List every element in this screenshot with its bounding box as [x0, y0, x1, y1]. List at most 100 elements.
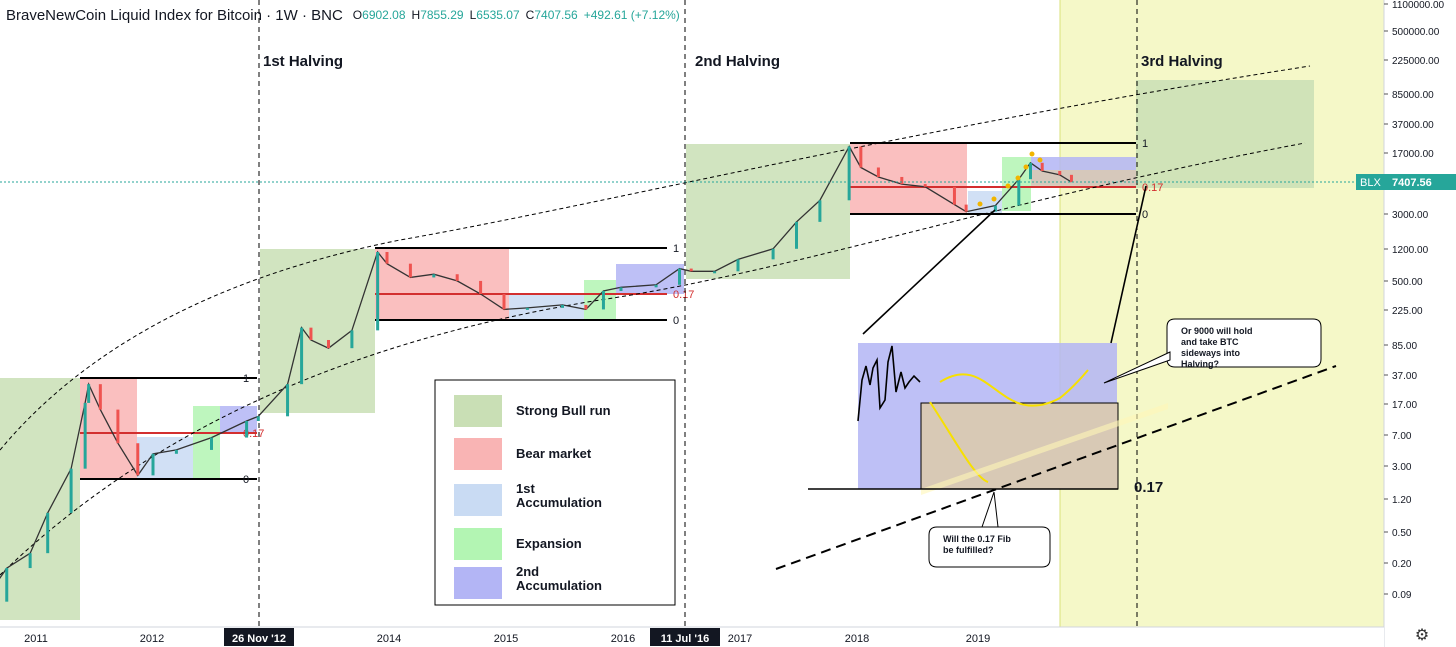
price-candle	[1040, 162, 1044, 171]
price-candle	[376, 251, 380, 331]
inset-sketch-line	[857, 345, 921, 422]
fib-017-label: 0.17	[673, 289, 694, 301]
fib-0-label: 0	[673, 315, 679, 327]
legend-label: Accumulation	[516, 495, 602, 510]
price-candle	[1017, 179, 1021, 206]
y-tick-label: 0.20	[1392, 559, 1412, 570]
y-tick-label: 3.00	[1392, 462, 1412, 473]
x-tick-highlight	[224, 628, 294, 646]
y-tick-label: 7.00	[1392, 431, 1412, 442]
x-tick-label: 2019	[966, 633, 990, 645]
marker-dot	[1023, 164, 1029, 170]
y-tick-label: 0.09	[1392, 590, 1412, 601]
x-tick-label: 2017	[728, 633, 752, 645]
price-candle	[964, 204, 968, 212]
callout-bottom-text: Will the 0.17 Fib	[943, 534, 1011, 544]
price-candle	[900, 176, 904, 185]
price-candle	[525, 307, 529, 310]
fib-1-label: 1	[1142, 138, 1148, 150]
zoom-connector-right	[1110, 185, 1147, 344]
legend-label: Expansion	[516, 536, 582, 551]
fib-017-label: 0.17	[1142, 182, 1163, 194]
y-tick-label: 85.00	[1392, 341, 1417, 352]
callout-top-text: Or 9000 will hold	[1181, 326, 1253, 336]
marker-dot	[977, 201, 983, 207]
legend-label: 2nd	[516, 564, 539, 579]
x-tick-label: 11 Jul '16	[661, 633, 710, 645]
y-tick-label: 37.00	[1392, 371, 1417, 382]
price-candle	[327, 339, 330, 349]
callout-bottom-pointer	[981, 491, 999, 528]
y-tick-label: 37000.00	[1392, 120, 1434, 131]
price-candle	[923, 184, 927, 187]
callout-top-box	[1166, 318, 1322, 368]
marker-dot	[1015, 175, 1021, 181]
price-badge-symbol: BLX	[1360, 177, 1381, 189]
price-candle	[736, 259, 740, 272]
callout-top-text: Halving?	[1181, 359, 1219, 369]
halving-2-label: 2nd Halving	[695, 53, 780, 70]
projection-arrow-up	[939, 369, 1089, 407]
x-tick-label: 2016	[611, 633, 635, 645]
price-candle	[689, 268, 693, 272]
projection-arrow-down	[929, 401, 989, 483]
inset-range-box	[920, 402, 1119, 490]
y-tick-label: 500.00	[1392, 277, 1423, 288]
legend-label: 1st	[516, 481, 535, 496]
inset-trend-line	[775, 365, 1337, 570]
price-candle	[385, 251, 389, 264]
legend-swatch	[454, 528, 502, 560]
price-candle	[1029, 162, 1032, 180]
y-tick-label: 500000.00	[1392, 27, 1440, 38]
price-candle	[286, 384, 290, 417]
ohlc-change: +492.61 (+7.12%)	[583, 8, 680, 22]
price-candle	[87, 384, 91, 403]
y-tick-label: 1.20	[1392, 495, 1412, 506]
price-candle	[5, 568, 9, 602]
marker-dot	[1005, 183, 1011, 189]
price-candle	[771, 248, 775, 260]
price-candle	[408, 263, 412, 278]
y-tick-label: 3000.00	[1392, 210, 1429, 221]
price-candle	[479, 280, 483, 295]
price-candle	[952, 186, 956, 205]
price-candle	[300, 327, 304, 385]
lower-log-curve	[0, 142, 1306, 576]
acc1-zone-2012	[137, 437, 193, 479]
y-tick-label: 0.50	[1392, 528, 1412, 539]
marker-dot	[1029, 151, 1035, 157]
inset-triangle	[921, 403, 1168, 495]
price-candle	[818, 200, 822, 222]
fib-1-label: 1	[673, 243, 679, 255]
price-candle	[654, 284, 658, 288]
x-tick-label: 2018	[845, 633, 869, 645]
fib-1-label: 1	[243, 373, 249, 385]
price-badge	[1356, 174, 1456, 190]
upper-log-curve	[0, 65, 1311, 451]
bear-zone-2018	[850, 143, 967, 214]
price-candle	[136, 443, 140, 476]
legend-label: Strong Bull run	[516, 403, 611, 418]
bear-zone-2014	[375, 248, 509, 320]
callout-top-text: and take BTC	[1181, 337, 1239, 347]
bull-run-projection-zone	[1136, 80, 1314, 188]
price-candle	[1069, 174, 1073, 183]
marker-dot	[991, 196, 997, 202]
price-badge-value: 7407.56	[1392, 177, 1432, 189]
callout-bottom-text: be fulfilled?	[943, 545, 994, 555]
price-candle	[28, 553, 32, 569]
ohlc-close: C7407.56	[525, 8, 578, 22]
gear-icon[interactable]: ⚙	[1414, 627, 1430, 644]
callout-top-pointer	[1103, 351, 1171, 384]
fib-0-label: 0	[1142, 209, 1148, 221]
price-candle	[245, 420, 249, 438]
price-candle	[116, 409, 120, 444]
legend-swatch	[454, 395, 502, 427]
bull-run-zone-2013	[260, 249, 375, 413]
price-candle	[174, 449, 178, 454]
price-candle	[350, 330, 354, 349]
price-candle	[561, 304, 564, 308]
acc2-zone-2016	[616, 264, 684, 294]
y-tick-label: 225.00	[1392, 306, 1423, 317]
